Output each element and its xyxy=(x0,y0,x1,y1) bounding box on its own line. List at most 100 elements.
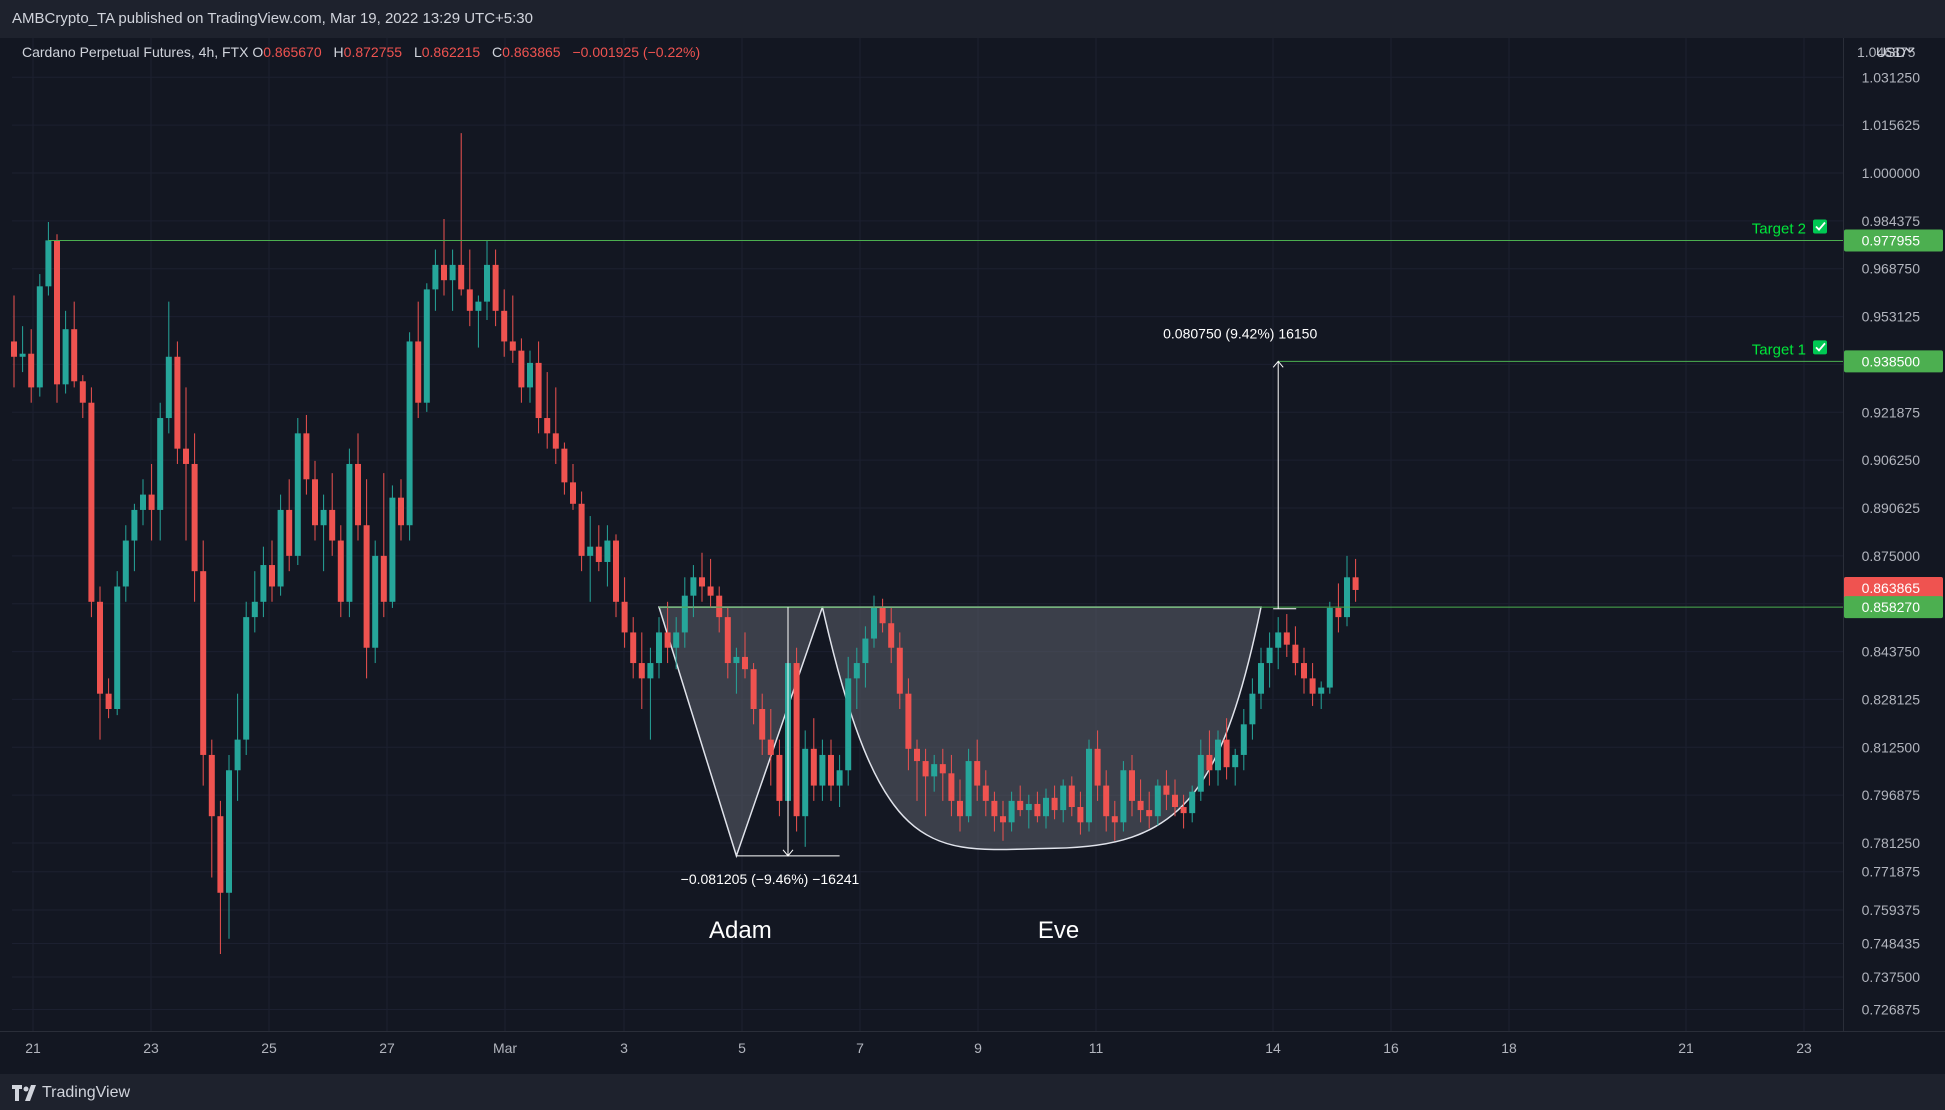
candle-down[interactable] xyxy=(535,362,542,419)
candle-down[interactable] xyxy=(355,463,361,526)
candle-up[interactable] xyxy=(114,586,121,709)
candle-down[interactable] xyxy=(982,785,989,801)
candle-up[interactable] xyxy=(406,341,413,526)
candle-down[interactable] xyxy=(948,773,955,801)
candle-down[interactable] xyxy=(896,647,903,694)
candle-up[interactable] xyxy=(389,497,396,602)
candle-down[interactable] xyxy=(1301,663,1307,679)
candle-down[interactable] xyxy=(148,494,155,510)
candle-up[interactable] xyxy=(484,264,490,302)
candle-down[interactable] xyxy=(1352,577,1359,590)
candle-down[interactable] xyxy=(793,663,800,817)
candle-down[interactable] xyxy=(914,748,920,762)
candle-down[interactable] xyxy=(888,623,895,648)
candle-down[interactable] xyxy=(208,754,215,817)
candle-down[interactable] xyxy=(54,240,60,385)
candle-down[interactable] xyxy=(879,607,886,624)
candle-up[interactable] xyxy=(294,433,301,556)
candle-down[interactable] xyxy=(1111,816,1118,823)
candle-down[interactable] xyxy=(329,509,336,541)
candle-down[interactable] xyxy=(638,663,645,679)
candle-up[interactable] xyxy=(62,329,69,385)
candle-down[interactable] xyxy=(742,656,748,670)
candle-down[interactable] xyxy=(1335,607,1342,618)
candle-down[interactable] xyxy=(380,555,387,602)
candle-up[interactable] xyxy=(243,617,250,740)
candle-down[interactable] xyxy=(570,482,576,504)
candle-up[interactable] xyxy=(251,601,258,618)
candle-down[interactable] xyxy=(621,601,628,633)
candle-up[interactable] xyxy=(277,509,284,587)
candle-down[interactable] xyxy=(458,264,465,290)
candle-up[interactable] xyxy=(1232,754,1239,768)
candle-up[interactable] xyxy=(346,463,353,602)
eve-pattern-shape[interactable] xyxy=(821,606,1262,851)
symbol-label[interactable]: Cardano Perpetual Futures, 4h, FTX xyxy=(22,44,249,60)
candle-up[interactable] xyxy=(656,632,662,664)
candle-down[interactable] xyxy=(1172,794,1178,808)
candle-up[interactable] xyxy=(931,764,938,777)
candle-up[interactable] xyxy=(802,748,809,817)
candle-down[interactable] xyxy=(1129,770,1135,801)
candle-up[interactable] xyxy=(1258,663,1264,694)
candle-up[interactable] xyxy=(1025,803,1032,811)
candle-down[interactable] xyxy=(1077,807,1084,823)
candle-down[interactable] xyxy=(922,761,929,777)
candle-down[interactable] xyxy=(664,632,671,648)
candle-down[interactable] xyxy=(79,381,86,403)
candle-down[interactable] xyxy=(200,571,207,755)
candle-down[interactable] xyxy=(97,601,103,694)
candle-up[interactable] xyxy=(587,546,594,556)
candle-up[interactable] xyxy=(690,577,697,596)
candle-up[interactable] xyxy=(1326,607,1333,688)
candle-up[interactable] xyxy=(165,356,172,419)
candle-up[interactable] xyxy=(234,739,241,771)
candle-up[interactable] xyxy=(845,678,852,771)
candle-up[interactable] xyxy=(733,656,740,664)
candle-up[interactable] xyxy=(673,632,680,648)
candle-down[interactable] xyxy=(1103,785,1110,817)
candle-up[interactable] xyxy=(819,754,826,786)
candle-up[interactable] xyxy=(965,761,972,817)
candle-down[interactable] xyxy=(561,448,568,483)
candle-up[interactable] xyxy=(1197,754,1204,792)
candle-down[interactable] xyxy=(441,264,447,281)
candle-up[interactable] xyxy=(1189,791,1196,814)
candle-up[interactable] xyxy=(140,494,146,510)
candle-up[interactable] xyxy=(475,301,482,311)
candle-down[interactable] xyxy=(183,448,189,464)
candle-up[interactable] xyxy=(681,595,688,633)
candle-up[interactable] xyxy=(36,286,43,388)
candle-down[interactable] xyxy=(544,418,551,434)
candle-up[interactable] xyxy=(1215,739,1221,771)
candle-up[interactable] xyxy=(1318,687,1325,694)
candle-up[interactable] xyxy=(432,264,439,290)
candle-down[interactable] xyxy=(71,329,78,382)
candle-up[interactable] xyxy=(853,663,860,679)
candle-down[interactable] xyxy=(991,800,998,817)
candle-up[interactable] xyxy=(1266,647,1273,664)
candle-down[interactable] xyxy=(828,754,834,786)
candle-down[interactable] xyxy=(1094,748,1101,786)
candle-down[interactable] xyxy=(303,433,310,480)
candle-down[interactable] xyxy=(613,540,619,602)
candle-up[interactable] xyxy=(226,770,232,893)
candle-down[interactable] xyxy=(398,497,404,526)
candle-up[interactable] xyxy=(647,663,654,679)
candle-down[interactable] xyxy=(767,739,774,755)
candle-down[interactable] xyxy=(269,565,275,587)
candle-up[interactable] xyxy=(122,540,129,587)
candle-down[interactable] xyxy=(312,479,318,526)
candle-down[interactable] xyxy=(1068,785,1075,808)
candle-down[interactable] xyxy=(363,525,370,648)
candle-down[interactable] xyxy=(217,816,224,893)
candle-down[interactable] xyxy=(974,761,981,786)
candle-down[interactable] xyxy=(1283,632,1290,645)
candle-down[interactable] xyxy=(595,546,602,562)
candle-up[interactable] xyxy=(423,289,430,403)
price-chart[interactable]: Target 2 Target 1 −0.081205 (−9.46%) −1624… xyxy=(0,38,1945,1074)
candle-down[interactable] xyxy=(1163,785,1170,795)
candle-down[interactable] xyxy=(415,341,422,403)
candle-down[interactable] xyxy=(1034,803,1041,817)
candle-down[interactable] xyxy=(1137,800,1144,811)
